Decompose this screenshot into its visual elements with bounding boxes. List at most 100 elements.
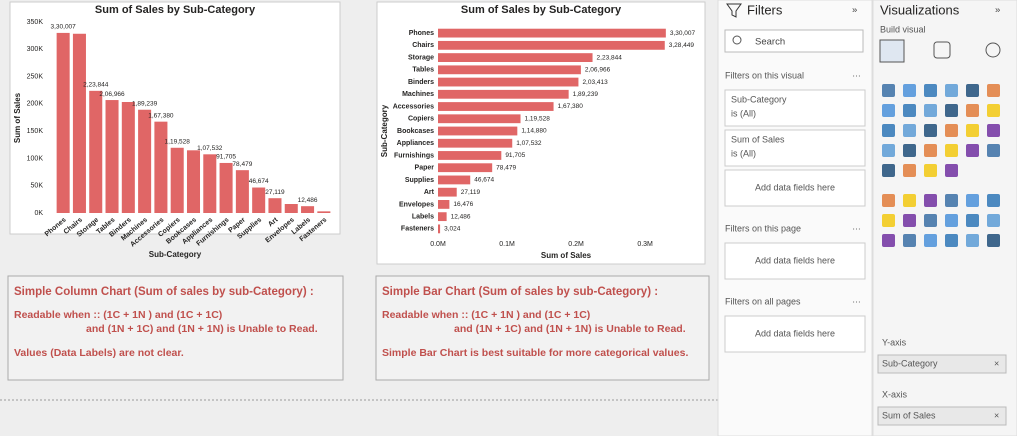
visual-icon[interactable]: [966, 84, 979, 97]
bar[interactable]: [438, 187, 457, 197]
visual-icon[interactable]: [945, 194, 958, 207]
well-remove[interactable]: ×: [994, 358, 999, 368]
well-field[interactable]: [877, 406, 1007, 426]
visual-icon[interactable]: [945, 164, 958, 177]
bar[interactable]: [235, 170, 249, 213]
visual-icon[interactable]: [924, 214, 937, 227]
bar[interactable]: [121, 101, 135, 213]
bar[interactable]: [268, 198, 282, 213]
filter-card[interactable]: [724, 129, 866, 167]
bar[interactable]: [89, 90, 103, 213]
bar[interactable]: [438, 53, 593, 62]
bar[interactable]: [438, 138, 513, 148]
bar[interactable]: [284, 204, 298, 213]
visual-icon[interactable]: [924, 84, 937, 97]
bar[interactable]: [438, 126, 518, 136]
visual-icon[interactable]: [882, 164, 895, 177]
collapse[interactable]: »: [995, 5, 1000, 16]
visual-icon[interactable]: [882, 234, 895, 247]
filter-card[interactable]: [724, 89, 866, 127]
visual-icon[interactable]: [987, 194, 1000, 207]
bar[interactable]: [438, 102, 554, 111]
bar[interactable]: [138, 109, 152, 213]
bar[interactable]: [219, 162, 233, 213]
bar[interactable]: [301, 206, 315, 213]
more[interactable]: …: [852, 294, 861, 304]
visual-icon[interactable]: [966, 234, 979, 247]
visual-icon[interactable]: [903, 214, 916, 227]
bar[interactable]: [438, 212, 447, 222]
visual-icon[interactable]: [882, 144, 895, 157]
well-field[interactable]: [877, 354, 1007, 374]
visual-icon[interactable]: [987, 214, 1000, 227]
visual-icon[interactable]: [882, 104, 895, 117]
visual-icon[interactable]: [945, 214, 958, 227]
bar[interactable]: [438, 175, 471, 185]
bar[interactable]: [438, 89, 569, 99]
bar[interactable]: [438, 163, 493, 173]
visual-icon[interactable]: [945, 104, 958, 117]
bar[interactable]: [317, 211, 331, 213]
visual-icon[interactable]: [903, 144, 916, 157]
bar[interactable]: [438, 200, 450, 209]
visual-icon[interactable]: [882, 194, 895, 207]
search-placeholder[interactable]: Search: [755, 37, 785, 48]
format-icon[interactable]: [933, 41, 951, 59]
selected-icon[interactable]: [879, 39, 905, 63]
visual-icon[interactable]: [903, 104, 916, 117]
visual-icon[interactable]: [903, 84, 916, 97]
visual-icon[interactable]: [966, 194, 979, 207]
well-remove[interactable]: ×: [994, 410, 999, 420]
bar[interactable]: [56, 32, 70, 214]
visual-icon[interactable]: [903, 124, 916, 137]
visual-icon[interactable]: [987, 104, 1000, 117]
visual-icon[interactable]: [987, 144, 1000, 157]
bar[interactable]: [105, 100, 119, 213]
visual-icon[interactable]: [966, 124, 979, 137]
note-line: Simple Bar Chart is best suitable for mo…: [382, 347, 688, 359]
visual-icon[interactable]: [924, 124, 937, 137]
visual-icon[interactable]: [945, 124, 958, 137]
visual-icon[interactable]: [903, 234, 916, 247]
bar[interactable]: [154, 121, 168, 213]
bar[interactable]: [203, 154, 217, 213]
visual-icon[interactable]: [882, 124, 895, 137]
visual-icon[interactable]: [882, 214, 895, 227]
bar[interactable]: [438, 151, 502, 160]
visual-icon[interactable]: [987, 124, 1000, 137]
bar[interactable]: [438, 65, 581, 75]
visual-icon[interactable]: [924, 234, 937, 247]
drop-zone[interactable]: [724, 169, 866, 207]
visual-icon[interactable]: [945, 234, 958, 247]
visual-icon[interactable]: [882, 84, 895, 97]
visual-icon[interactable]: [924, 164, 937, 177]
bar[interactable]: [438, 77, 579, 87]
bar[interactable]: [438, 28, 666, 38]
visual-icon[interactable]: [987, 84, 1000, 97]
visual-icon[interactable]: [924, 144, 937, 157]
analytics-icon[interactable]: [985, 42, 1001, 58]
bar[interactable]: [186, 150, 201, 213]
visual-icon[interactable]: [966, 144, 979, 157]
more[interactable]: …: [852, 68, 861, 78]
visual-icon[interactable]: [903, 164, 916, 177]
visual-icon[interactable]: [924, 104, 937, 117]
visual-icon[interactable]: [945, 84, 958, 97]
visual-icon[interactable]: [903, 194, 916, 207]
bar[interactable]: [438, 224, 441, 234]
visual-icon[interactable]: [966, 104, 979, 117]
bar[interactable]: [72, 33, 86, 214]
more[interactable]: …: [852, 221, 861, 231]
bar[interactable]: [170, 147, 184, 213]
drop-zone[interactable]: [724, 242, 866, 280]
visual-icon[interactable]: [966, 214, 979, 227]
bar[interactable]: [252, 187, 266, 213]
search-box[interactable]: [724, 29, 864, 53]
visual-icon[interactable]: [924, 194, 937, 207]
bar[interactable]: [438, 40, 665, 50]
visual-icon[interactable]: [987, 234, 1000, 247]
bar[interactable]: [438, 114, 521, 124]
drop-zone[interactable]: [724, 315, 866, 353]
visual-icon[interactable]: [945, 144, 958, 157]
collapse[interactable]: »: [852, 5, 857, 16]
